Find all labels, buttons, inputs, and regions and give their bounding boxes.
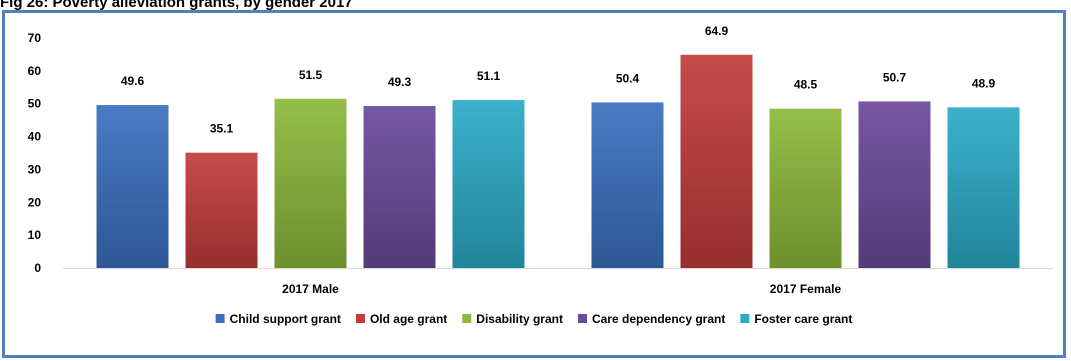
legend-label: Child support grant	[230, 312, 341, 326]
data-labels: 49.6 35.1 51.5 49.3 51.1 50.4 64.9 48.5 50.7 48.9	[121, 24, 996, 136]
bar-disability-grant-2017-female	[769, 108, 842, 269]
category-labels: 2017 Male 2017 Female	[282, 282, 841, 296]
data-label: 50.7	[883, 70, 907, 84]
y-tick-label: 40	[28, 130, 42, 144]
bar-child-support-grant-2017-female	[591, 102, 664, 269]
bar-foster-care-grant-2017-female	[947, 107, 1020, 268]
y-tick-label: 0	[34, 261, 41, 275]
y-tick-label: 70	[28, 31, 42, 45]
y-tick-label: 30	[28, 162, 42, 176]
legend-swatch	[215, 314, 225, 323]
figure-title: Fig 26: Poverty alleviation grants, by g…	[0, 0, 353, 11]
category-label: 2017 Female	[770, 282, 842, 296]
bar-care-dependency-grant-2017-female	[858, 101, 931, 269]
legend: Child support grant Old age grant Disabili…	[215, 312, 852, 326]
bar-old-age-grant-2017-female	[680, 54, 753, 268]
bar-chart: 0 10 20 30 40 50 60 70 49.6 35.1 51.5 49.3 51.1 50.4…	[28, 24, 1053, 326]
data-label: 51.1	[477, 69, 501, 83]
legend-label: Disability grant	[476, 312, 563, 326]
legend-label: Care dependency grant	[592, 312, 725, 326]
bar-disability-grant-2017-male	[274, 98, 347, 269]
legend-swatch	[740, 314, 750, 323]
legend-swatch	[577, 314, 587, 323]
legend-swatch	[462, 314, 472, 323]
data-label: 48.9	[972, 76, 996, 90]
bars	[96, 54, 1020, 269]
data-label: 49.3	[388, 75, 412, 89]
legend-label: Foster care grant	[754, 312, 852, 326]
bar-child-support-grant-2017-male	[96, 105, 169, 269]
y-tick-label: 50	[28, 97, 42, 111]
data-label: 49.6	[121, 74, 145, 88]
y-tick-label: 10	[28, 228, 42, 242]
data-label: 48.5	[794, 78, 818, 92]
y-axis-tick-labels: 0 10 20 30 40 50 60 70	[28, 31, 42, 275]
legend-label: Old age grant	[370, 312, 447, 326]
y-tick-label: 60	[28, 64, 42, 78]
data-label: 35.1	[210, 122, 234, 136]
bar-old-age-grant-2017-male	[185, 152, 258, 268]
y-tick-label: 20	[28, 195, 42, 209]
legend-swatch	[355, 314, 365, 323]
data-label: 51.5	[299, 68, 323, 82]
data-label: 50.4	[616, 71, 640, 85]
bar-foster-care-grant-2017-male	[452, 100, 525, 268]
chart-frame: 0 10 20 30 40 50 60 70 49.6 35.1 51.5 49.3 51.1 50.4…	[2, 10, 1066, 358]
bar-care-dependency-grant-2017-male	[363, 106, 436, 268]
data-label: 64.9	[705, 24, 729, 38]
category-label: 2017 Male	[282, 282, 339, 296]
